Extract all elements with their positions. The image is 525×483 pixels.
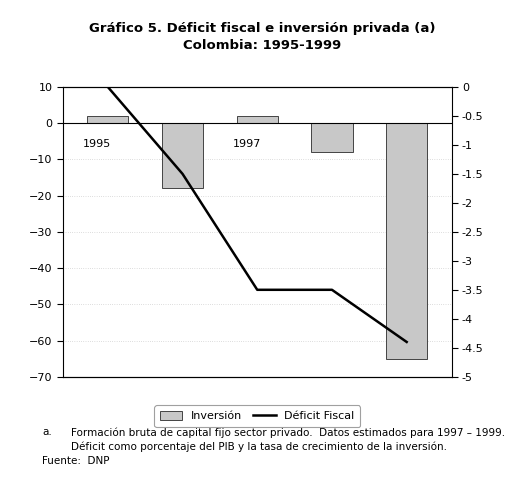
Bar [87, 116, 129, 123]
Text: Déficit como porcentaje del PIB y la tasa de crecimiento de la inversión.: Déficit como porcentaje del PIB y la tas… [71, 442, 447, 453]
Bar [237, 116, 278, 123]
Text: 1997: 1997 [233, 140, 261, 149]
Legend: Inversión, Déficit Fiscal: Inversión, Déficit Fiscal [154, 406, 360, 427]
Bar [386, 123, 427, 358]
Text: a.: a. [42, 427, 52, 438]
Text: Fuente:  DNP: Fuente: DNP [42, 456, 110, 467]
Text: Colombia: 1995-1999: Colombia: 1995-1999 [183, 39, 342, 52]
Bar [311, 123, 352, 152]
Text: Formación bruta de capital fijo sector privado.  Datos estimados para 1997 – 199: Formación bruta de capital fijo sector p… [71, 427, 505, 438]
Text: 1995: 1995 [83, 140, 111, 149]
Bar [162, 123, 203, 188]
Text: Gráfico 5. Déficit fiscal e inversión privada (a): Gráfico 5. Déficit fiscal e inversión pr… [89, 22, 436, 35]
